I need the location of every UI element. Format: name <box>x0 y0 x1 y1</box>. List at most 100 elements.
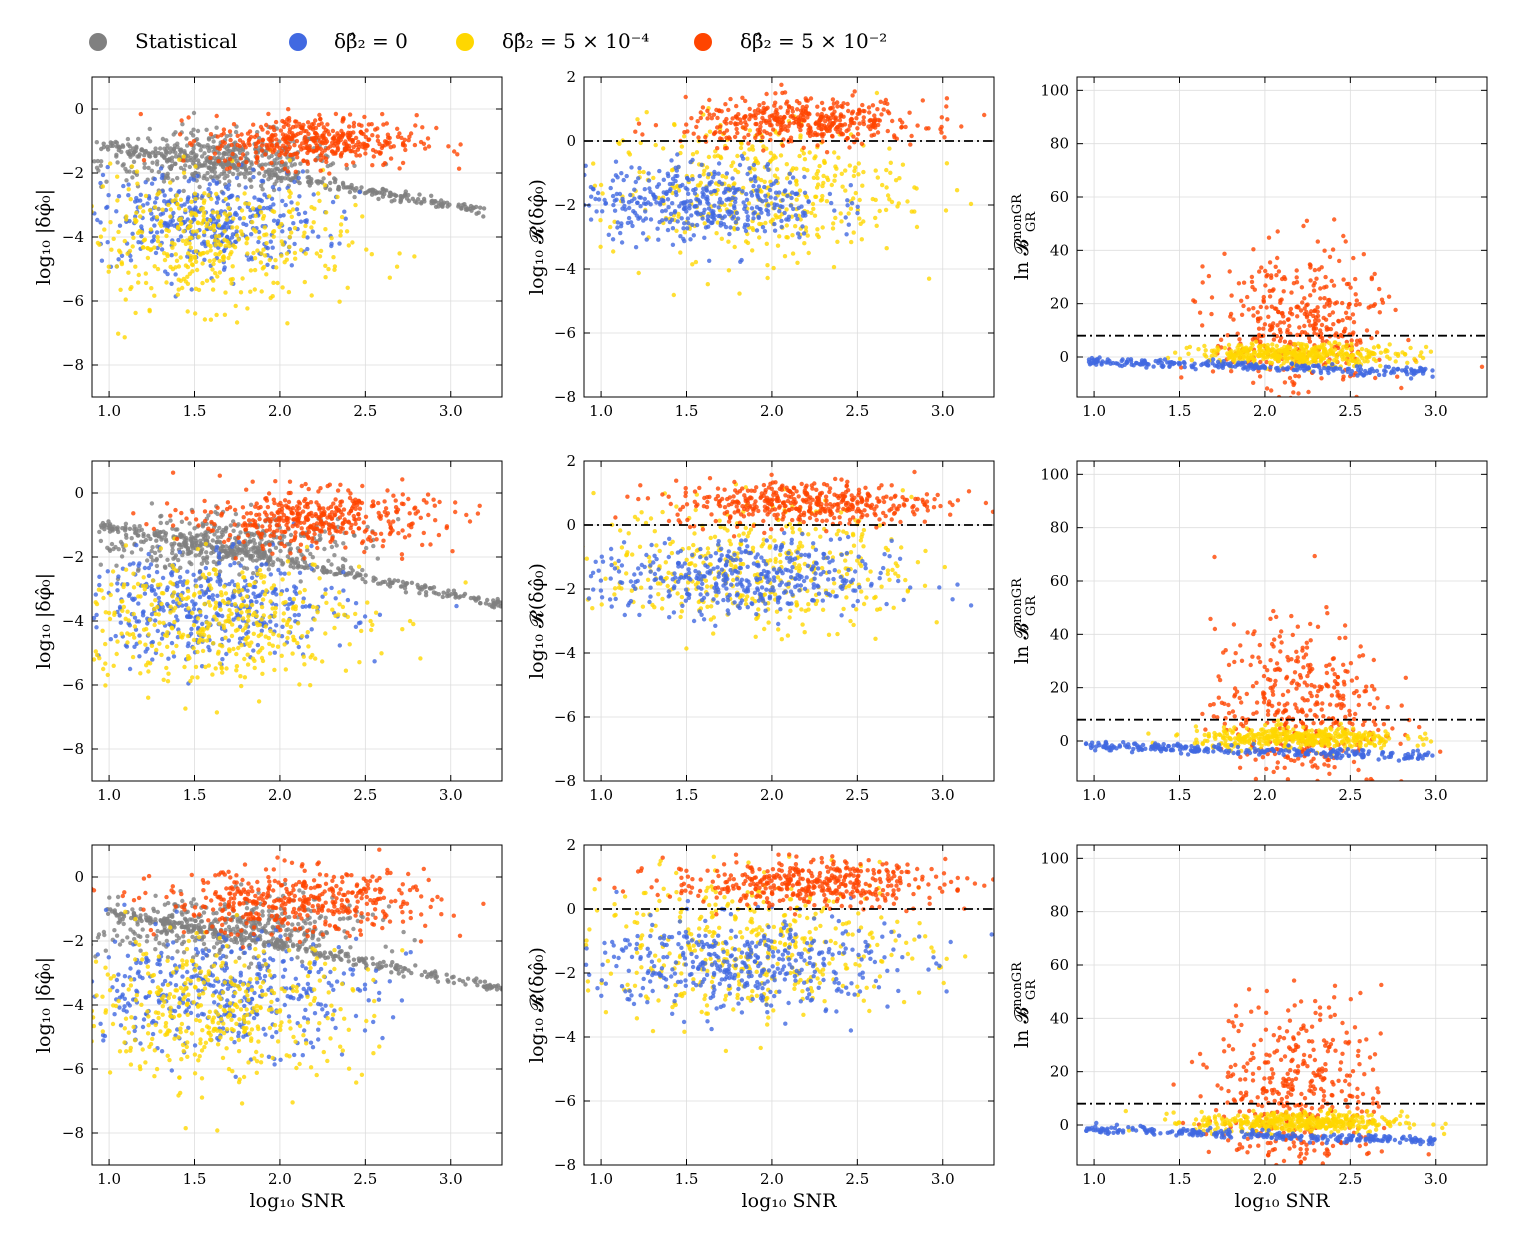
point <box>1287 323 1292 329</box>
point <box>226 255 231 261</box>
point <box>773 91 778 96</box>
point <box>302 137 307 143</box>
point <box>229 250 234 255</box>
point <box>711 112 717 117</box>
point <box>755 191 760 197</box>
point <box>750 248 755 253</box>
point <box>246 138 252 143</box>
point <box>591 187 596 192</box>
point <box>413 123 418 128</box>
point <box>234 320 240 325</box>
point <box>181 170 187 175</box>
point <box>162 193 167 198</box>
point <box>679 144 685 149</box>
point <box>456 202 461 207</box>
point <box>705 282 710 287</box>
point <box>1124 360 1130 366</box>
point <box>681 226 686 231</box>
point <box>326 266 331 272</box>
point <box>665 197 671 202</box>
point <box>120 526 125 531</box>
point <box>1297 325 1302 330</box>
point <box>716 171 721 176</box>
point <box>222 150 227 156</box>
point <box>317 112 322 118</box>
point <box>305 169 310 174</box>
point <box>875 107 880 112</box>
point <box>766 167 771 172</box>
point <box>369 252 374 257</box>
point <box>148 227 154 232</box>
point <box>243 185 248 190</box>
point <box>178 197 184 202</box>
point <box>292 241 297 247</box>
point <box>797 235 802 240</box>
point <box>1325 359 1331 364</box>
point <box>491 598 496 603</box>
point <box>205 535 211 540</box>
point <box>728 209 733 215</box>
point <box>749 190 754 195</box>
point <box>1189 358 1195 363</box>
point <box>1263 350 1269 355</box>
point <box>189 561 194 567</box>
point <box>125 149 130 155</box>
point <box>625 220 631 226</box>
point <box>892 133 897 138</box>
point <box>830 122 835 127</box>
point <box>1261 326 1266 331</box>
point <box>176 237 181 243</box>
point <box>782 254 788 259</box>
point <box>153 250 159 256</box>
point <box>1307 339 1313 344</box>
point <box>98 562 104 567</box>
point <box>800 118 805 123</box>
point <box>726 268 732 273</box>
point <box>912 185 917 190</box>
point <box>1304 218 1310 223</box>
legend-label-beta5e-4: δβ̂₂ = 5 × 10⁻⁴ <box>502 29 649 53</box>
point <box>1251 380 1256 385</box>
point <box>876 117 881 123</box>
point <box>824 150 830 155</box>
point <box>685 226 690 231</box>
point <box>254 558 259 563</box>
point <box>820 183 825 189</box>
point <box>724 171 730 176</box>
point <box>176 206 182 211</box>
point <box>161 179 167 184</box>
point <box>73 280 77 284</box>
point <box>702 221 707 226</box>
point <box>795 107 800 112</box>
point <box>1251 306 1256 311</box>
point <box>325 146 331 151</box>
point <box>1479 364 1485 369</box>
point <box>353 135 359 141</box>
point <box>168 207 173 212</box>
point <box>236 522 241 527</box>
point <box>98 220 103 225</box>
point <box>1144 365 1149 370</box>
point <box>354 153 359 158</box>
point <box>669 217 675 222</box>
point <box>1305 302 1310 307</box>
point <box>114 140 120 145</box>
point <box>341 182 346 187</box>
point <box>212 174 218 179</box>
point <box>686 221 691 226</box>
point <box>1331 283 1337 288</box>
point <box>211 178 216 183</box>
point <box>1214 399 1218 403</box>
point <box>178 216 184 221</box>
point <box>1307 323 1313 328</box>
point <box>225 202 231 207</box>
point <box>866 124 871 129</box>
point <box>330 128 336 134</box>
point <box>1200 264 1205 269</box>
point <box>139 230 145 235</box>
point <box>1331 322 1336 327</box>
point <box>143 537 149 543</box>
point <box>1210 357 1216 362</box>
point <box>620 199 626 204</box>
point <box>189 199 194 204</box>
